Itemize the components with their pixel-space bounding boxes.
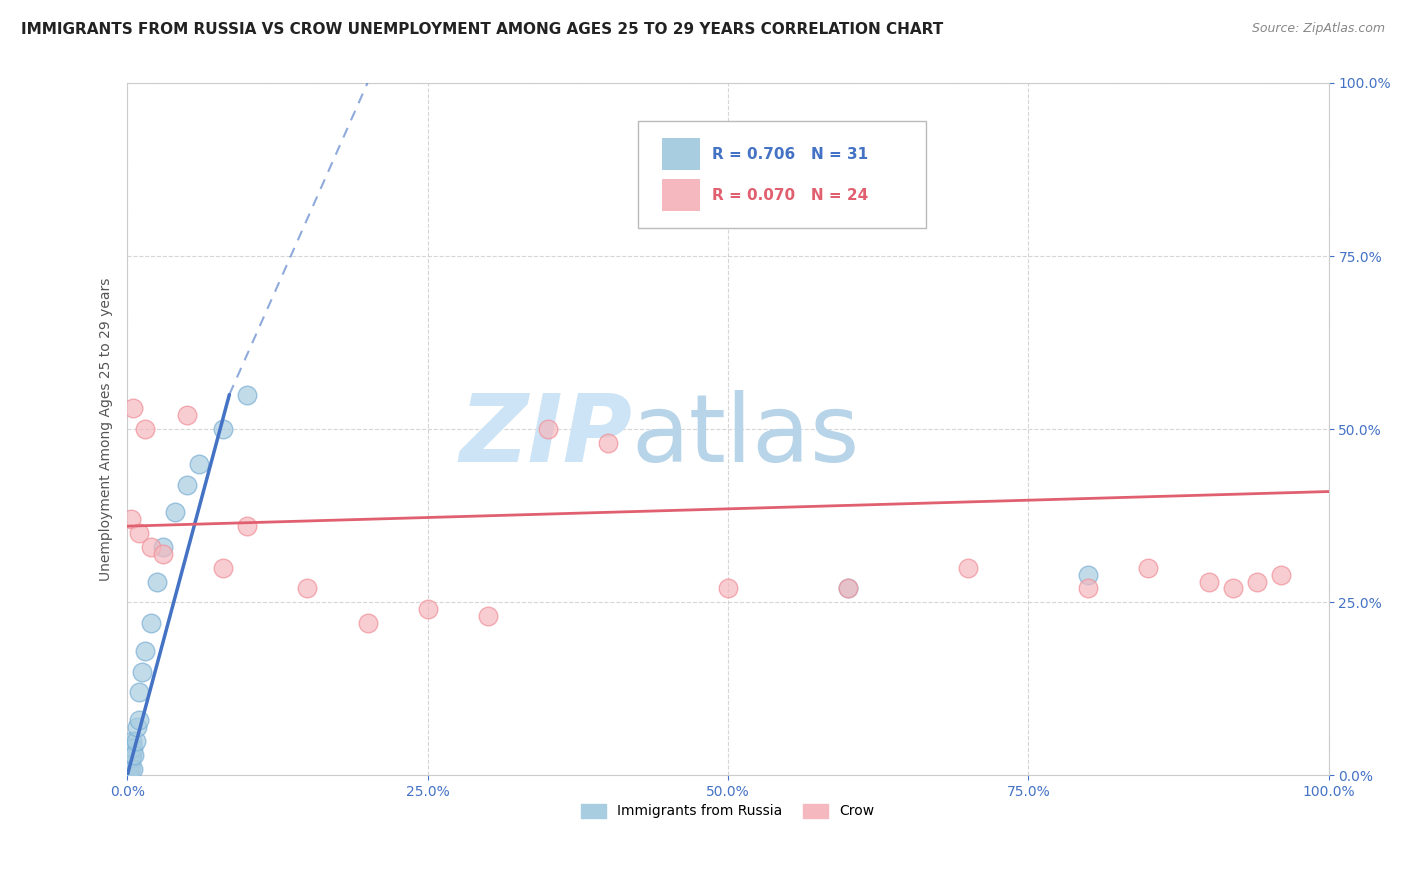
Point bbox=[1246, 574, 1268, 589]
Point bbox=[120, 762, 142, 776]
Point bbox=[152, 540, 174, 554]
Point bbox=[124, 747, 146, 762]
Point bbox=[124, 734, 146, 748]
Point bbox=[141, 616, 163, 631]
Point bbox=[120, 512, 142, 526]
Point bbox=[212, 422, 235, 436]
Text: IMMIGRANTS FROM RUSSIA VS CROW UNEMPLOYMENT AMONG AGES 25 TO 29 YEARS CORRELATIO: IMMIGRANTS FROM RUSSIA VS CROW UNEMPLOYM… bbox=[21, 22, 943, 37]
Point bbox=[236, 387, 259, 401]
Point bbox=[152, 547, 174, 561]
Point bbox=[146, 574, 169, 589]
Point bbox=[837, 582, 859, 596]
Point bbox=[118, 764, 141, 779]
Point bbox=[837, 582, 859, 596]
Point bbox=[128, 526, 150, 541]
Text: R = 0.070   N = 24: R = 0.070 N = 24 bbox=[713, 187, 869, 202]
FancyBboxPatch shape bbox=[638, 121, 927, 228]
Point bbox=[134, 644, 156, 658]
Point bbox=[1222, 582, 1244, 596]
Y-axis label: Unemployment Among Ages 25 to 29 years: Unemployment Among Ages 25 to 29 years bbox=[100, 277, 114, 581]
Point bbox=[120, 740, 142, 755]
Point bbox=[1270, 567, 1292, 582]
Point bbox=[165, 505, 187, 519]
Point bbox=[356, 616, 378, 631]
Legend: Immigrants from Russia, Crow: Immigrants from Russia, Crow bbox=[575, 798, 880, 824]
FancyBboxPatch shape bbox=[662, 138, 700, 170]
Point bbox=[1077, 567, 1099, 582]
Point bbox=[477, 609, 499, 624]
FancyBboxPatch shape bbox=[662, 179, 700, 211]
Text: atlas: atlas bbox=[631, 390, 860, 483]
Point bbox=[596, 436, 619, 450]
Point bbox=[537, 422, 560, 436]
Point bbox=[117, 762, 139, 776]
Point bbox=[236, 519, 259, 533]
Point bbox=[1077, 582, 1099, 596]
Point bbox=[957, 560, 980, 574]
Point bbox=[141, 540, 163, 554]
Point bbox=[117, 755, 139, 769]
Point bbox=[118, 747, 141, 762]
Point bbox=[188, 457, 211, 471]
Point bbox=[120, 755, 142, 769]
Point bbox=[125, 720, 148, 734]
Point bbox=[134, 422, 156, 436]
Point bbox=[128, 685, 150, 699]
Point bbox=[128, 713, 150, 727]
Point bbox=[117, 764, 139, 779]
Text: R = 0.706   N = 31: R = 0.706 N = 31 bbox=[713, 147, 869, 161]
Point bbox=[131, 665, 153, 679]
Point bbox=[1198, 574, 1220, 589]
Point bbox=[176, 477, 198, 491]
Point bbox=[176, 409, 198, 423]
Point bbox=[717, 582, 740, 596]
Point bbox=[1137, 560, 1160, 574]
Text: ZIP: ZIP bbox=[458, 390, 631, 483]
Point bbox=[122, 401, 145, 416]
Point bbox=[122, 762, 145, 776]
Point bbox=[122, 740, 145, 755]
Point bbox=[118, 758, 141, 772]
Point bbox=[121, 734, 143, 748]
Point bbox=[297, 582, 319, 596]
Point bbox=[212, 560, 235, 574]
Point bbox=[121, 747, 143, 762]
Text: Source: ZipAtlas.com: Source: ZipAtlas.com bbox=[1251, 22, 1385, 36]
Point bbox=[416, 602, 439, 616]
Point bbox=[120, 751, 142, 765]
